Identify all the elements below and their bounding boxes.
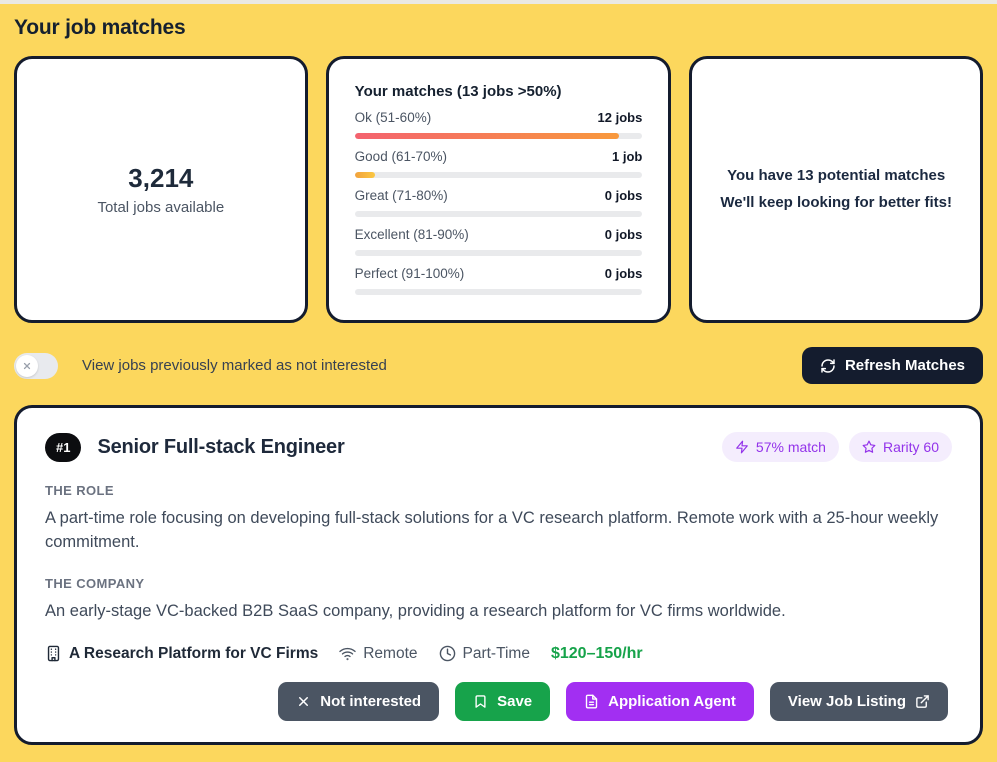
match-row-count: 0 jobs: [604, 227, 643, 242]
job-card-header: #1 Senior Full-stack Engineer 57% match …: [45, 432, 952, 462]
total-jobs-label: Total jobs available: [97, 199, 225, 216]
total-jobs-value: 3,214: [128, 163, 194, 193]
x-icon: [22, 361, 32, 371]
match-row-label: Great (71-80%): [354, 188, 448, 203]
job-card: #1 Senior Full-stack Engineer 57% match …: [14, 405, 983, 745]
external-link-icon: [915, 694, 930, 709]
match-row-excellent: Excellent (81-90%) 0 jobs: [354, 227, 643, 256]
match-row-label: Good (61-70%): [354, 149, 447, 164]
bookmark-icon: [473, 694, 488, 709]
match-percent-badge: 57% match: [721, 432, 839, 462]
match-summary-card: You have 13 potential matches We'll keep…: [689, 56, 984, 323]
job-location: Remote: [339, 645, 418, 663]
show-not-interested-toggle[interactable]: [14, 352, 58, 379]
role-description: A part-time role focusing on developing …: [45, 509, 939, 551]
match-row-count: 0 jobs: [604, 188, 643, 203]
matches-breakdown-card: Your matches (13 jobs >50%) Ok (51-60%) …: [325, 56, 672, 323]
match-row-label: Excellent (81-90%): [354, 227, 469, 242]
page-title: Your job matches: [14, 16, 186, 39]
match-progress-fill: [354, 133, 620, 139]
window-top-edge: [0, 0, 997, 4]
match-row-count: 0 jobs: [604, 266, 643, 281]
total-jobs-card: 3,214 Total jobs available: [14, 56, 308, 323]
role-section-label: THE ROLE: [45, 483, 114, 498]
rarity-badge: Rarity 60: [848, 432, 952, 462]
document-icon: [584, 694, 599, 709]
salary-range: $120–150/hr: [550, 644, 643, 662]
job-badges: 57% match Rarity 60: [721, 432, 952, 462]
job-title: Senior Full-stack Engineer: [97, 435, 345, 458]
application-agent-button[interactable]: Application Agent: [566, 681, 754, 721]
star-icon: [862, 440, 876, 454]
match-row-label: Ok (51-60%): [354, 110, 432, 125]
employment-type: Part-Time: [439, 645, 530, 663]
match-row-ok: Ok (51-60%) 12 jobs: [354, 110, 643, 139]
not-interested-toggle-group: View jobs previously marked as not inter…: [14, 352, 387, 379]
bolt-icon: [735, 440, 749, 454]
building-icon: [45, 645, 62, 662]
match-row-good: Good (61-70%) 1 job: [354, 149, 643, 178]
match-row-count: 1 job: [612, 149, 643, 164]
refresh-matches-button[interactable]: Refresh Matches: [801, 347, 983, 384]
controls-row: View jobs previously marked as not inter…: [14, 347, 983, 384]
match-progress-bar: [354, 250, 643, 256]
match-progress-bar: [354, 172, 643, 178]
match-row-great: Great (71-80%) 0 jobs: [354, 188, 643, 217]
wifi-icon: [339, 645, 356, 662]
company-description: An early-stage VC-backed B2B SaaS compan…: [45, 601, 786, 620]
save-button[interactable]: Save: [455, 681, 551, 721]
clock-icon: [439, 645, 456, 662]
match-row-count: 12 jobs: [597, 110, 643, 125]
match-summary-line2: We'll keep looking for better fits!: [720, 193, 952, 211]
match-summary-line1: You have 13 potential matches: [727, 167, 946, 185]
not-interested-button[interactable]: Not interested: [278, 681, 440, 721]
matches-breakdown-title: Your matches (13 jobs >50%): [354, 83, 562, 100]
match-progress-fill: [354, 172, 375, 178]
x-icon: [296, 694, 311, 709]
company-section-label: THE COMPANY: [45, 575, 145, 591]
job-actions-row: Not interested Save Application Agent Vi…: [45, 681, 952, 721]
match-row-label: Perfect (91-100%): [354, 266, 465, 281]
toggle-knob: [16, 354, 38, 377]
match-progress-bar: [354, 289, 643, 295]
stats-row: 3,214 Total jobs available Your matches …: [14, 56, 984, 323]
refresh-icon: [820, 358, 836, 374]
match-row-perfect: Perfect (91-100%) 0 jobs: [354, 266, 643, 295]
company-name: A Research Platform for VC Firms: [45, 645, 318, 663]
job-meta-row: A Research Platform for VC Firms Remote …: [45, 645, 952, 663]
toggle-label: View jobs previously marked as not inter…: [82, 357, 387, 374]
refresh-matches-label: Refresh Matches: [844, 357, 965, 374]
match-progress-bar: [354, 211, 643, 217]
job-rank-badge: #1: [45, 432, 82, 462]
job-matches-page: Your job matches 3,214 Total jobs availa…: [14, 16, 984, 745]
view-job-listing-button[interactable]: View Job Listing: [769, 681, 948, 721]
match-progress-bar: [354, 133, 643, 139]
